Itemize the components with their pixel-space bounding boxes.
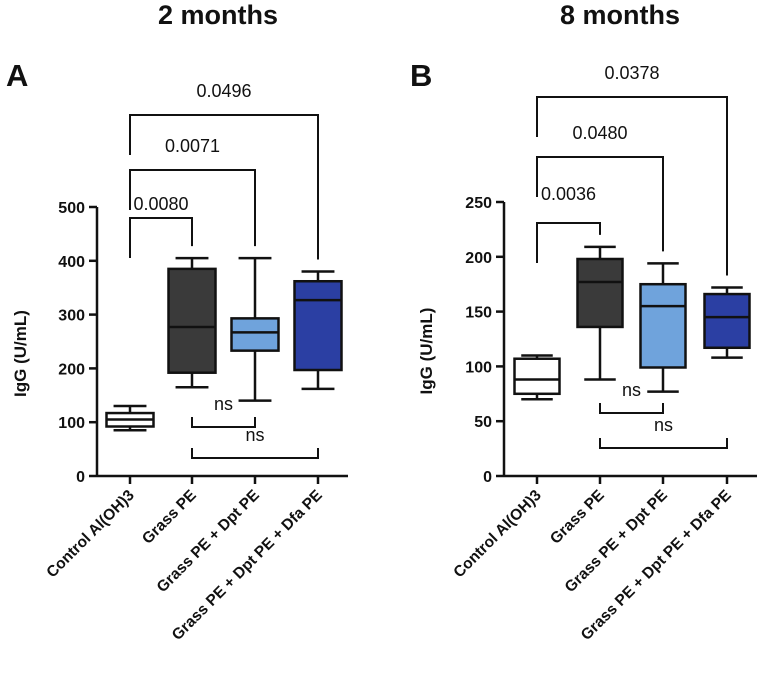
y-tick-label: 300 (58, 308, 85, 325)
ns-label: ns (654, 415, 673, 435)
category-label: Control Al(OH)3 (43, 487, 138, 582)
y-tick-label: 0 (483, 469, 492, 486)
significance-bracket (129, 217, 193, 258)
significance-bracket (536, 156, 664, 252)
p-value-label: 0.0080 (133, 194, 188, 214)
y-tick-label: 500 (58, 200, 85, 217)
box-iqr (513, 357, 561, 396)
category-label: Grass PE (139, 487, 200, 548)
p-value-label: 0.0378 (604, 63, 659, 83)
box-iqr (230, 317, 280, 352)
ns-label: ns (245, 425, 264, 445)
ns-label: ns (622, 380, 641, 400)
chart-title: 2 months (158, 0, 278, 30)
y-tick-label: 100 (58, 415, 85, 432)
p-value-label: 0.0071 (165, 136, 220, 156)
p-value-label: 0.0480 (572, 123, 627, 143)
p-value-label: 0.0036 (541, 184, 596, 204)
significance-bracket (536, 96, 728, 276)
box-iqr (576, 257, 624, 329)
ns-bracket (599, 438, 728, 449)
significance-bracket (129, 169, 256, 247)
significance-bracket (129, 114, 319, 260)
panel-letter: B (410, 58, 432, 93)
box-iqr (703, 292, 751, 350)
category-label: Grass PE (547, 487, 608, 548)
category-label: Grass PE + Dpt PE (154, 487, 263, 596)
y-tick-label: 400 (58, 254, 85, 271)
ns-bracket (599, 403, 664, 414)
y-tick-label: 50 (474, 414, 492, 431)
significance-bracket (536, 222, 601, 263)
box-iqr (639, 282, 687, 369)
y-tick-label: 150 (465, 305, 492, 322)
ns-label: ns (214, 394, 233, 414)
box-iqr (167, 267, 217, 374)
chart-title: 8 months (560, 0, 680, 30)
y-tick-label: 0 (76, 469, 85, 486)
y-tick-label: 250 (465, 195, 492, 212)
y-tick-label: 100 (465, 359, 492, 376)
y-tick-label: 200 (58, 361, 85, 378)
y-tick-label: 200 (465, 250, 492, 267)
category-label: Grass PE + Dpt PE (562, 487, 671, 596)
y-axis-label: IgG (U/mL) (11, 310, 30, 397)
ns-bracket (191, 417, 256, 428)
ns-bracket (191, 448, 319, 459)
box-iqr (293, 279, 343, 372)
y-axis-label: IgG (U/mL) (417, 308, 436, 395)
category-label: Control Al(OH)3 (450, 487, 545, 582)
panel-letter: A (6, 58, 28, 93)
p-value-label: 0.0496 (196, 81, 251, 101)
